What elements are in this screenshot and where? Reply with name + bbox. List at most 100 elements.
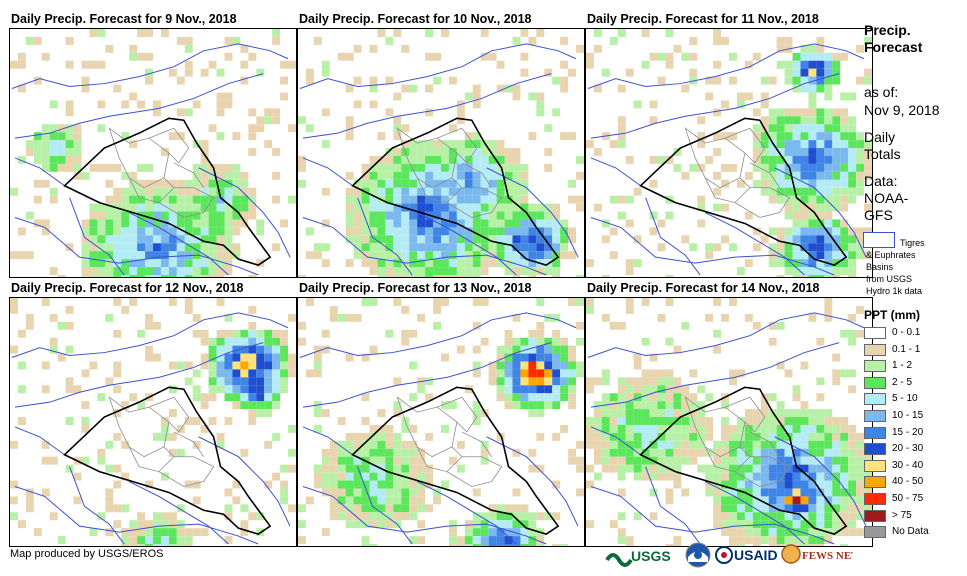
precip-cell [657, 401, 666, 410]
precip-cell [488, 195, 497, 204]
precip-cell [41, 155, 50, 164]
precip-cell [617, 132, 626, 141]
precip-cell [153, 321, 161, 330]
precip-cell [97, 219, 106, 228]
precip-cell [409, 267, 418, 276]
precip-cell [665, 544, 674, 546]
precip-cell [760, 528, 769, 537]
precip-cell [208, 337, 217, 346]
precip-cell [520, 401, 529, 410]
precip-cell [472, 417, 481, 425]
precip-cell [800, 456, 809, 465]
precip-cell [729, 424, 737, 433]
precip-cell [657, 432, 666, 441]
precip-cell [512, 195, 521, 204]
precip-cell [824, 424, 833, 433]
precip-cell [353, 448, 362, 457]
precip-cell [800, 140, 809, 149]
precip-cell [224, 536, 233, 545]
precip-cell [448, 456, 457, 465]
precip-cell [472, 361, 481, 370]
precip-cell [512, 345, 521, 354]
precip-cell [200, 148, 209, 156]
precip-cell [73, 124, 82, 133]
precip-cell [417, 203, 426, 212]
precip-cell [321, 456, 330, 465]
legend-label: 0 - 0.1 [892, 327, 921, 338]
precip-cell [433, 140, 441, 149]
precip-cell [65, 108, 74, 117]
precip-cell [649, 227, 658, 236]
precip-cell [97, 275, 106, 277]
precip-cell [800, 187, 809, 196]
precip-cell [208, 235, 217, 244]
precip-cell [689, 393, 698, 402]
precip-cell [593, 29, 602, 37]
precip-cell [792, 432, 801, 441]
admin-boundary [734, 187, 791, 218]
precip-cell [776, 432, 785, 441]
precip-cell [633, 377, 642, 386]
precip-cell [145, 187, 153, 196]
precip-cell [192, 480, 201, 489]
precip-cell [768, 448, 777, 457]
precip-cell [681, 52, 690, 61]
precip-cell [768, 148, 777, 156]
precip-cell [33, 155, 42, 164]
precip-cell [697, 417, 706, 425]
precip-cell [184, 275, 193, 277]
precip-cell [200, 337, 209, 346]
precip-cell [33, 179, 42, 188]
precip-cell [393, 132, 402, 141]
precip-cell [617, 84, 626, 93]
precip-cell [369, 298, 378, 306]
precip-cell [504, 337, 513, 346]
precip-cell [433, 235, 441, 244]
precip-cell [121, 401, 130, 410]
precip-cell [536, 267, 545, 276]
precip-cell [385, 520, 394, 529]
precip-cell [73, 496, 82, 505]
precip-cell [176, 251, 185, 260]
precip-cell [752, 163, 761, 172]
precip-cell [824, 84, 833, 93]
precip-cell [57, 132, 66, 141]
precip-cell [105, 44, 114, 53]
precip-cell [409, 235, 418, 244]
precip-cell [248, 409, 257, 418]
precip-cell [17, 329, 26, 338]
precip-cell [160, 528, 169, 537]
precip-cell [617, 528, 626, 537]
precip-cell [536, 401, 545, 410]
precip-cell [472, 148, 481, 156]
precip-cell [808, 496, 817, 505]
precip-cell [736, 432, 745, 441]
svg-text:FEWS NET: FEWS NET [802, 550, 853, 562]
country-boundary [63, 117, 272, 266]
precip-cell [129, 267, 138, 276]
precip-cell [377, 219, 386, 228]
precip-cell [744, 504, 753, 513]
precip-cell [256, 68, 265, 77]
precip-cell [528, 544, 537, 546]
precip-cell [697, 203, 706, 212]
precip-cell [160, 472, 169, 481]
precip-cell [441, 155, 449, 164]
precip-cell [768, 528, 777, 537]
precip-cell [393, 377, 402, 386]
precip-cell [586, 432, 594, 441]
precip-cell [713, 496, 722, 505]
precip-cell [832, 243, 841, 252]
basin-boundary [302, 157, 353, 187]
precip-cell [184, 68, 193, 77]
precip-cell [800, 132, 809, 141]
precip-cell [329, 464, 338, 473]
precip-cell [824, 140, 833, 149]
precip-cell [768, 132, 777, 141]
precip-cell [832, 377, 841, 386]
precip-cell [256, 227, 265, 236]
precip-cell [361, 219, 370, 228]
precip-cell [216, 345, 225, 354]
precip-cell [784, 480, 793, 489]
precip-cell [248, 369, 257, 378]
